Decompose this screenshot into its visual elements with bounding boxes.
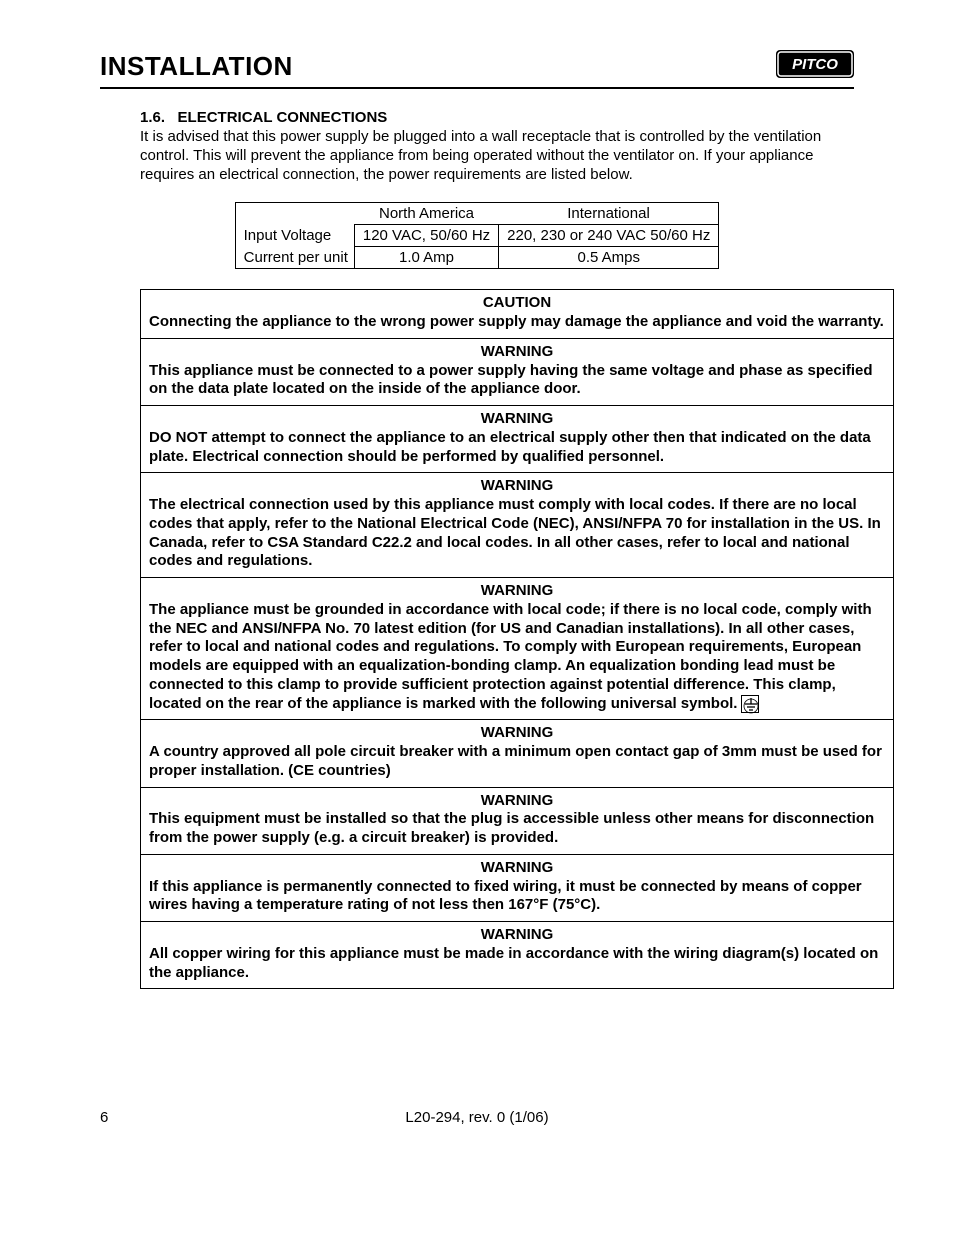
notice-body: If this appliance is permanently connect… — [149, 878, 885, 916]
col-header-na: North America — [354, 203, 498, 225]
page-footer: 6 L20-294, rev. 0 (1/06) — [100, 1109, 854, 1126]
notice-title: WARNING — [149, 926, 885, 945]
cell-voltage-na: 120 VAC, 50/60 Hz — [354, 225, 498, 247]
notice-block: CAUTIONConnecting the appliance to the w… — [141, 290, 893, 339]
notice-block: WARNINGThe electrical connection used by… — [141, 473, 893, 578]
notice-body: A country approved all pole circuit brea… — [149, 743, 885, 781]
notice-body: Connecting the appliance to the wrong po… — [149, 313, 885, 332]
cell-voltage-intl: 220, 230 or 240 VAC 50/60 Hz — [499, 225, 719, 247]
section-title: ELECTRICAL CONNECTIONS — [178, 109, 388, 126]
notice-title: WARNING — [149, 343, 885, 362]
notice-body: All copper wiring for this appliance mus… — [149, 945, 885, 983]
notice-body: This equipment must be installed so that… — [149, 810, 885, 848]
brand-logo: PITCO — [776, 50, 854, 83]
section-body: It is advised that this power supply be … — [140, 128, 854, 184]
electrical-table: North America International Input Voltag… — [235, 202, 720, 269]
notice-title: WARNING — [149, 724, 885, 743]
logo-text: PITCO — [792, 56, 838, 73]
notice-block: WARNINGThis appliance must be connected … — [141, 339, 893, 406]
section-number: 1.6. — [140, 109, 165, 126]
notice-title: WARNING — [149, 477, 885, 496]
notice-block: WARNINGThe appliance must be grounded in… — [141, 578, 893, 720]
notice-block: WARNINGThis equipment must be installed … — [141, 788, 893, 855]
notice-body: The appliance must be grounded in accord… — [149, 601, 885, 714]
notice-title: CAUTION — [149, 294, 885, 313]
page-header: INSTALLATION PITCO — [100, 50, 854, 89]
page-title: INSTALLATION — [100, 51, 293, 82]
doc-id: L20-294, rev. 0 (1/06) — [100, 1109, 854, 1126]
row-label-voltage: Input Voltage — [235, 225, 354, 247]
notice-block: WARNINGAll copper wiring for this applia… — [141, 922, 893, 988]
notice-body: The electrical connection used by this a… — [149, 496, 885, 571]
notice-title: WARNING — [149, 859, 885, 878]
notice-block: WARNINGA country approved all pole circu… — [141, 720, 893, 787]
cell-current-intl: 0.5 Amps — [499, 247, 719, 269]
row-label-current: Current per unit — [235, 247, 354, 269]
cell-current-na: 1.0 Amp — [354, 247, 498, 269]
ground-icon — [741, 695, 759, 713]
notice-body: DO NOT attempt to connect the appliance … — [149, 429, 885, 467]
notice-body: This appliance must be connected to a po… — [149, 362, 885, 400]
notice-title: WARNING — [149, 582, 885, 601]
notice-block: WARNINGIf this appliance is permanently … — [141, 855, 893, 922]
notice-title: WARNING — [149, 410, 885, 429]
notice-title: WARNING — [149, 792, 885, 811]
col-header-intl: International — [499, 203, 719, 225]
notices-box: CAUTIONConnecting the appliance to the w… — [140, 289, 894, 989]
table-blank — [235, 203, 354, 225]
section-heading: 1.6. ELECTRICAL CONNECTIONS — [140, 109, 854, 126]
notice-block: WARNINGDO NOT attempt to connect the app… — [141, 406, 893, 473]
